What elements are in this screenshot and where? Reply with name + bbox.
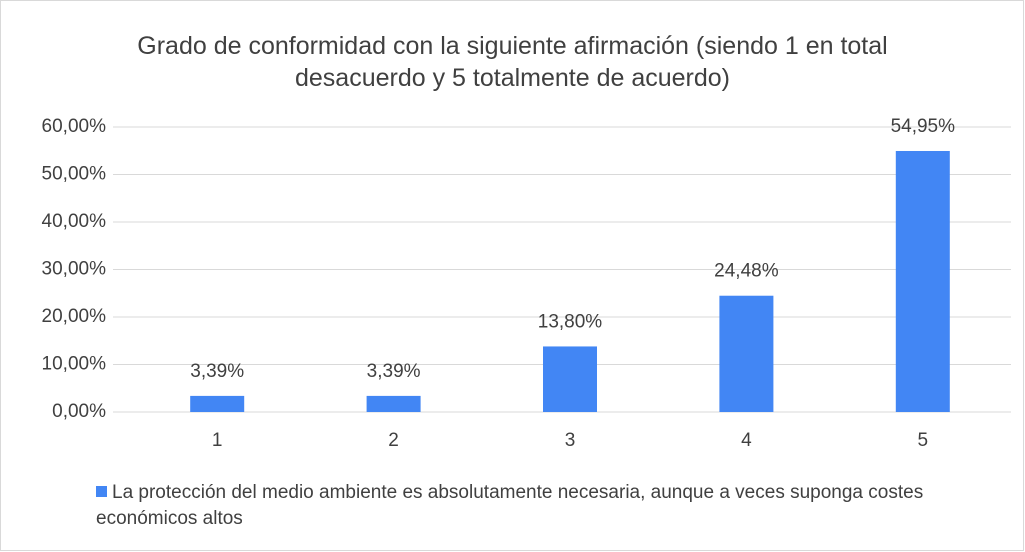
data-label: 54,95% [891,116,956,137]
x-tick-label: 3 [565,430,576,451]
y-tick-label: 40,00% [42,211,107,232]
data-label: 13,80% [538,311,603,332]
x-tick-label: 5 [918,430,929,451]
legend-swatch [96,486,107,497]
legend-label: La protección del medio ambiente es abso… [96,482,924,529]
y-tick-label: 60,00% [42,116,107,137]
bar [895,150,950,413]
data-label: 3,39% [190,361,244,382]
bar [543,346,597,412]
y-tick-label: 50,00% [42,164,107,185]
data-label: 3,39% [367,361,421,382]
legend: La protección del medio ambiente es abso… [96,480,976,532]
bar [719,295,774,412]
data-label: 24,48% [714,261,779,282]
y-tick-label: 0,00% [52,401,106,422]
x-tick-label: 2 [388,430,399,451]
y-tick-label: 20,00% [42,306,107,327]
y-tick-label: 30,00% [42,259,107,280]
x-tick-label: 1 [212,430,223,451]
chart-title: Grado de conformidad con la siguiente af… [137,32,888,92]
bar [366,395,421,412]
bar [190,395,245,412]
x-tick-label: 4 [741,430,752,451]
y-tick-label: 10,00% [42,354,107,375]
